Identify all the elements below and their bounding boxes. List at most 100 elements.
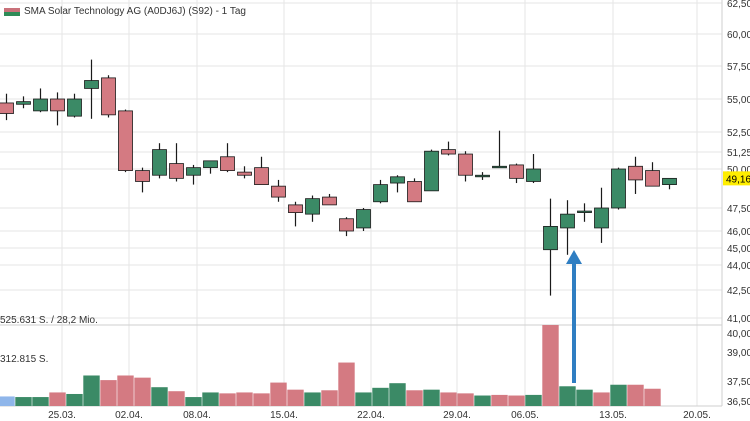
legend-label: SMA Solar Technology AG (A0DJ6J) (S92) -… (24, 6, 246, 17)
candle-body (373, 184, 388, 203)
volume-bar (593, 392, 610, 406)
date-tick-label: 22.04. (357, 410, 385, 421)
volume-bar (32, 397, 49, 406)
candle-body (492, 165, 507, 169)
volume-bar (491, 394, 508, 406)
volume-max-label: 525.631 S. / 28,2 Mio. (0, 315, 98, 326)
candle-body (509, 164, 524, 179)
volume-bar (236, 392, 253, 406)
candle-body (611, 168, 626, 209)
candle-body (390, 176, 405, 184)
volume-bar (100, 380, 117, 406)
current-price-label: 49,16 (726, 174, 750, 185)
volume-bar (117, 375, 134, 406)
price-tick-label: 45,00 (727, 244, 750, 255)
date-tick-label: 15.04. (270, 410, 298, 421)
candle-body (339, 218, 354, 232)
date-tick-label: 25.03. (48, 410, 76, 421)
candle-body (101, 77, 116, 116)
volume-bar (508, 395, 525, 406)
volume-bar (321, 390, 338, 406)
candle-body (50, 98, 65, 112)
price-tick-label: 60,00 (727, 30, 750, 41)
volume-bar (389, 383, 406, 406)
price-tick-label: 50,00 (727, 165, 750, 176)
volume-bar (287, 389, 304, 406)
volume-bar (66, 393, 83, 406)
volume-bar (457, 393, 474, 406)
volume-tick-label: 37,50 (727, 377, 750, 388)
candle-body (254, 167, 269, 185)
volume-tick-label: 39,00 (727, 348, 750, 359)
legend-swatch-icon (4, 7, 20, 16)
volume-bar (576, 389, 593, 406)
volume-bar (304, 392, 321, 406)
date-tick-label: 06.05. (511, 410, 539, 421)
candle-body (16, 101, 31, 105)
volume-bar (542, 325, 559, 406)
candle-body (356, 209, 371, 229)
volume-bar (644, 388, 661, 406)
candle-body (441, 149, 456, 155)
candle-body (67, 98, 82, 117)
volume-bar (83, 375, 100, 406)
chart-legend: SMA Solar Technology AG (A0DJ6J) (S92) -… (4, 6, 246, 17)
volume-bar (610, 384, 627, 406)
candle-body (33, 98, 48, 112)
volume-bar (151, 387, 168, 406)
current-price-marker (723, 171, 750, 186)
volume-bar (406, 390, 423, 406)
volume-bar (627, 384, 644, 406)
date-tick-label: 20.05. (683, 410, 711, 421)
price-tick-label: 52,50 (727, 128, 750, 139)
volume-bar (168, 391, 185, 406)
candle-body (152, 149, 167, 176)
volume-bar (202, 392, 219, 406)
volume-tick-label: 40,00 (727, 329, 750, 340)
volume-bar (559, 386, 576, 406)
candle-body (271, 185, 286, 198)
candle-body (84, 80, 99, 89)
volume-bar (270, 382, 287, 406)
candle-body (543, 225, 558, 251)
date-tick-label: 08.04. (183, 410, 211, 421)
candle-body (288, 204, 303, 214)
candle-body (0, 102, 14, 114)
price-tick-label: 57,50 (727, 62, 750, 73)
candle-body (560, 213, 575, 229)
price-tick-label: 47,50 (727, 204, 750, 215)
date-tick-label: 02.04. (115, 410, 143, 421)
candle-body (169, 163, 184, 179)
volume-bar (49, 392, 66, 406)
annotation-arrow-head (566, 250, 582, 264)
volume-bar (338, 362, 355, 406)
price-tick-label: 62,50 (727, 0, 750, 10)
price-tick-label: 55,00 (727, 95, 750, 106)
volume-bar (185, 397, 202, 406)
price-tick-label: 46,00 (727, 227, 750, 238)
candle-body (407, 181, 422, 203)
candle-body (135, 170, 150, 182)
volume-bar (372, 387, 389, 406)
volume-bar (15, 397, 32, 406)
candle-body (305, 198, 320, 215)
candle-body (526, 168, 541, 182)
price-tick-label: 41,00 (727, 314, 750, 325)
date-tick-label: 13.05. (599, 410, 627, 421)
volume-bar (440, 392, 457, 406)
volume-bar (355, 392, 372, 406)
candle-body (475, 174, 490, 178)
volume-bar (525, 394, 542, 406)
candle-body (186, 167, 201, 176)
date-tick-label: 29.04. (443, 410, 471, 421)
volume-bar (134, 377, 151, 406)
price-tick-label: 44,00 (727, 261, 750, 272)
volume-bar (0, 396, 15, 406)
candle-body (203, 160, 218, 169)
candle-body (645, 170, 660, 187)
volume-bar (219, 393, 236, 406)
volume-bar (253, 393, 270, 406)
volume-tick-label: 36,50 (727, 397, 750, 408)
price-tick-label: 51,25 (727, 148, 750, 159)
